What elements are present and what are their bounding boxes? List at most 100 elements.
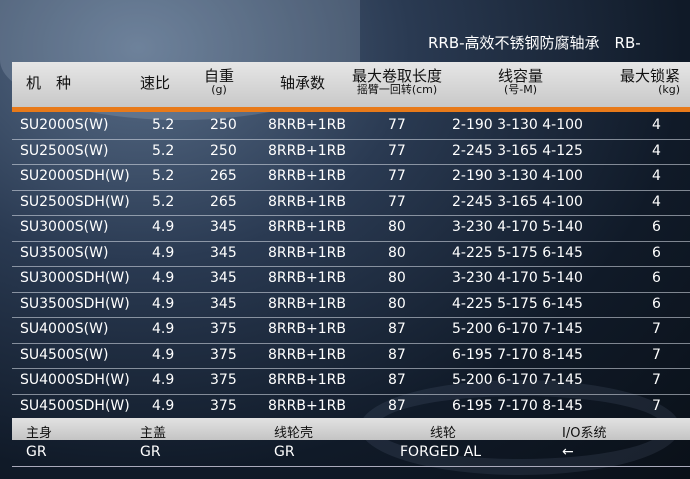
table-row: SU2000SDH(W) 5.2 265 8RRB+1RB 77 2-190 3-130 … bbox=[12, 165, 690, 191]
cell-drag: 7 bbox=[652, 321, 661, 337]
cell-model: SU2000SDH(W) bbox=[20, 168, 130, 184]
cell-retrieve: 87 bbox=[388, 321, 406, 337]
material-value: GR bbox=[274, 444, 295, 460]
cell-retrieve: 77 bbox=[388, 117, 406, 133]
cell-capacity: 6-195 7-170 8-145 bbox=[452, 346, 583, 363]
header-retrieve: 最大卷取长度 摇臂一回转(cm) bbox=[352, 67, 443, 96]
cell-capacity: 5-200 6-170 7-145 bbox=[452, 321, 583, 337]
cell-model: SU2500SDH(W) bbox=[20, 193, 130, 210]
cell-weight: 375 bbox=[210, 321, 237, 337]
cell-weight: 250 bbox=[210, 142, 237, 159]
material-label: I/O系统 bbox=[562, 426, 607, 441]
material-value: ← bbox=[562, 444, 574, 460]
table-row: SU4500S(W) 4.9 375 8RRB+1RB 87 6-195 7-170 8-… bbox=[12, 344, 690, 369]
cell-bearings: 8RRB+1RB bbox=[268, 295, 346, 312]
cell-ratio: 5.2 bbox=[152, 193, 175, 210]
cell-capacity: 4-225 5-175 6-145 bbox=[452, 295, 583, 312]
cell-weight: 375 bbox=[210, 397, 237, 414]
cell-capacity: 2-190 3-130 4-100 bbox=[452, 117, 583, 133]
cell-model: SU3000S(W) bbox=[20, 219, 109, 235]
cell-retrieve: 87 bbox=[388, 372, 406, 388]
cell-drag: 4 bbox=[652, 168, 661, 184]
cell-capacity: 5-200 6-170 7-145 bbox=[452, 372, 583, 388]
cell-drag: 7 bbox=[652, 372, 661, 388]
material-value: FORGED AL bbox=[400, 444, 482, 460]
cell-drag: 4 bbox=[652, 193, 661, 210]
material-label: 线轮 bbox=[430, 426, 457, 441]
cell-weight: 250 bbox=[210, 117, 237, 133]
cell-ratio: 4.9 bbox=[152, 321, 175, 337]
cell-ratio: 5.2 bbox=[152, 168, 175, 184]
cell-weight: 375 bbox=[210, 346, 237, 363]
material-value: GR bbox=[26, 444, 47, 460]
cell-ratio: 4.9 bbox=[152, 295, 175, 312]
cell-bearings: 8RRB+1RB bbox=[268, 397, 346, 414]
materials-values: GR GR GR FORGED AL ← bbox=[12, 440, 690, 467]
cell-capacity: 3-230 4-170 5-140 bbox=[452, 270, 583, 286]
table-row: SU4000SDH(W) 4.9 375 8RRB+1RB 87 5-200 6-170 … bbox=[12, 369, 690, 395]
cell-ratio: 4.9 bbox=[152, 346, 175, 363]
cell-retrieve: 87 bbox=[388, 346, 406, 363]
cell-ratio: 5.2 bbox=[152, 142, 175, 159]
material-label: 主盖 bbox=[140, 426, 167, 441]
cell-model: SU4000SDH(W) bbox=[20, 372, 130, 388]
cell-model: SU3000SDH(W) bbox=[20, 270, 130, 286]
cell-retrieve: 87 bbox=[388, 397, 406, 414]
cell-weight: 265 bbox=[210, 168, 237, 184]
cell-drag: 6 bbox=[652, 244, 661, 261]
cell-ratio: 4.9 bbox=[152, 270, 175, 286]
table-row: SU3000SDH(W) 4.9 345 8RRB+1RB 80 3-230 4-170 … bbox=[12, 267, 690, 293]
cell-weight: 345 bbox=[210, 219, 237, 235]
material-label: 线轮壳 bbox=[274, 426, 314, 441]
table-row: SU3500S(W) 4.9 345 8RRB+1RB 80 4-225 5-175 6-… bbox=[12, 242, 690, 267]
cell-retrieve: 80 bbox=[388, 244, 406, 261]
cell-bearings: 8RRB+1RB bbox=[268, 219, 346, 235]
cell-model: SU4000S(W) bbox=[20, 321, 109, 337]
cell-ratio: 4.9 bbox=[152, 397, 175, 414]
header-capacity: 线容量 (号-M) bbox=[498, 67, 544, 96]
cell-bearings: 8RRB+1RB bbox=[268, 321, 346, 337]
cell-drag: 7 bbox=[652, 346, 661, 363]
cell-ratio: 4.9 bbox=[152, 244, 175, 261]
cell-retrieve: 80 bbox=[388, 219, 406, 235]
materials-header: 主身 主盖 线轮壳 线轮 I/O系统 bbox=[12, 418, 690, 441]
cell-retrieve: 80 bbox=[388, 270, 406, 286]
cell-retrieve: 77 bbox=[388, 142, 406, 159]
cell-model: SU2000S(W) bbox=[20, 117, 109, 133]
cell-bearings: 8RRB+1RB bbox=[268, 346, 346, 363]
cell-drag: 7 bbox=[652, 397, 661, 414]
cell-bearings: 8RRB+1RB bbox=[268, 244, 346, 261]
bearing-note: RRB-高效不锈钢防腐轴承 RB- bbox=[428, 34, 641, 52]
table-row: SU2000S(W) 5.2 250 8RRB+1RB 77 2-190 3-130 4-… bbox=[12, 114, 690, 140]
header-drag: 最大锁紧 (kg) bbox=[620, 67, 681, 96]
cell-capacity: 3-230 4-170 5-140 bbox=[452, 219, 583, 235]
table-row: SU3500SDH(W) 4.9 345 8RRB+1RB 80 4-225 5-175 … bbox=[12, 293, 690, 318]
cell-retrieve: 77 bbox=[388, 193, 406, 210]
header-model: 机 种 bbox=[26, 74, 72, 92]
cell-drag: 6 bbox=[652, 295, 661, 312]
cell-model: SU4500SDH(W) bbox=[20, 397, 130, 414]
cell-bearings: 8RRB+1RB bbox=[268, 142, 346, 159]
cell-model: SU3500SDH(W) bbox=[20, 295, 130, 312]
cell-capacity: 6-195 7-170 8-145 bbox=[452, 397, 583, 414]
cell-drag: 4 bbox=[652, 117, 661, 133]
cell-capacity: 2-245 3-165 4-100 bbox=[452, 193, 583, 210]
header-ratio: 速比 bbox=[140, 74, 171, 92]
cell-capacity: 2-190 3-130 4-100 bbox=[452, 168, 583, 184]
cell-weight: 265 bbox=[210, 193, 237, 210]
cell-bearings: 8RRB+1RB bbox=[268, 168, 346, 184]
table-row: SU3000S(W) 4.9 345 8RRB+1RB 80 3-230 4-170 5-… bbox=[12, 216, 690, 242]
cell-retrieve: 80 bbox=[388, 295, 406, 312]
cell-weight: 345 bbox=[210, 244, 237, 261]
cell-bearings: 8RRB+1RB bbox=[268, 193, 346, 210]
cell-weight: 375 bbox=[210, 372, 237, 388]
table-row: SU2500SDH(W) 5.2 265 8RRB+1RB 77 2-245 3-165 … bbox=[12, 191, 690, 216]
cell-model: SU3500S(W) bbox=[20, 244, 109, 261]
material-label: 主身 bbox=[26, 426, 53, 441]
cell-model: SU2500S(W) bbox=[20, 142, 109, 159]
cell-weight: 345 bbox=[210, 295, 237, 312]
header-weight: 自重 (g) bbox=[204, 67, 235, 96]
cell-drag: 6 bbox=[652, 219, 661, 235]
spec-table: SU2000S(W) 5.2 250 8RRB+1RB 77 2-190 3-130 4-… bbox=[12, 114, 690, 420]
accent-line bbox=[12, 107, 690, 112]
